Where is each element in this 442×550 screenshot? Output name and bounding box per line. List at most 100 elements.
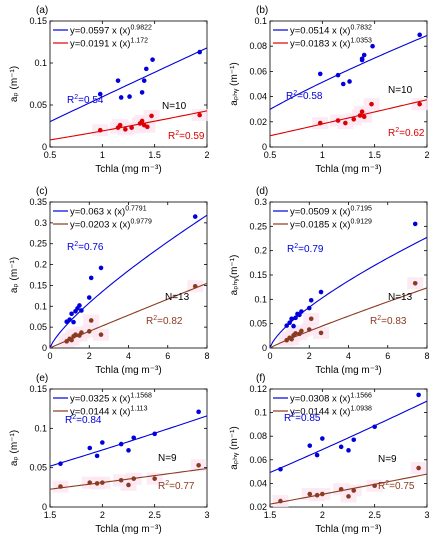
r2-superscript: 2 xyxy=(377,315,381,322)
r2-eq: = xyxy=(157,316,163,327)
y-axis-label: aₚₕᵧ(m⁻¹) xyxy=(229,255,240,296)
data-point-series-1 xyxy=(139,90,145,95)
x-tick-label: 1.5 xyxy=(368,150,381,160)
data-point-series-1 xyxy=(347,79,352,84)
x-tick-label: 1 xyxy=(100,150,105,160)
data-point-series-2 xyxy=(73,332,78,337)
y-tick-label: 0 xyxy=(42,343,47,353)
data-point-series-1 xyxy=(86,295,92,300)
n-count-label: N=13 xyxy=(388,292,413,303)
data-point-series-2 xyxy=(372,483,377,489)
r2-eq: = xyxy=(298,244,304,255)
r-squared-label: R2=0.79 xyxy=(287,243,324,255)
r2-superscript: 2 xyxy=(291,412,295,419)
y-tick-label: 0 xyxy=(262,343,267,353)
data-point-series-1 xyxy=(318,289,324,295)
y-tick-label: 0.12 xyxy=(249,384,267,394)
data-point-series-1 xyxy=(359,57,365,63)
data-point-series-2 xyxy=(359,109,365,115)
r2-eq: = xyxy=(381,316,387,327)
legend-equation-text: y=0.0144 x (x) xyxy=(290,407,350,418)
x-axis-label: Tchla (mg m⁻³) xyxy=(315,164,381,175)
x-tick-label: 2 xyxy=(320,510,325,520)
panel-a: 0.5 1 1.5 2 0 0.05 0.1 0.15 y=0.0597 x (x)0.9822… xyxy=(9,5,210,175)
data-point-series-1 xyxy=(143,66,149,72)
data-point-series-2 xyxy=(299,328,304,334)
legend-equation-text: y=0.0144 x (x) xyxy=(70,407,130,418)
r-squared-label: R2=0.75 xyxy=(378,480,415,492)
legend-equation-text: y=0.0308 x (x) xyxy=(290,394,350,405)
panel-c: 0 2 4 6 8 0 0.05 0.1 0.15 0.2 0.25 0.3 0.35 y=0.063 x… xyxy=(9,186,210,376)
legend-equation: y=0.0191 x (x)1.172 xyxy=(70,38,148,50)
panel-d: 0 2 4 6 8 0 0.05 0.1 0.15 0.2 0.25 0.3 y=0.0509 x (x… xyxy=(229,186,430,376)
data-point-series-1 xyxy=(284,323,289,328)
x-tick-label: 2 xyxy=(424,150,429,160)
data-point-series-1 xyxy=(308,298,314,303)
data-point-series-1 xyxy=(67,317,72,322)
fit-line-series-2 xyxy=(49,467,208,490)
r2-superscript: 2 xyxy=(72,414,76,421)
data-point-series-1 xyxy=(314,452,320,458)
data-point-series-1 xyxy=(118,441,124,447)
data-point-series-2 xyxy=(117,122,123,128)
data-point-series-2 xyxy=(100,480,105,485)
y-tick-label: 0.15 xyxy=(29,16,47,26)
data-point-series-1 xyxy=(335,72,341,78)
data-point-series-2 xyxy=(79,330,84,335)
legend-equation: y=0.0597 x (x)0.9822 xyxy=(70,25,152,37)
data-point-series-1 xyxy=(118,95,124,100)
data-point-series-2 xyxy=(197,112,202,118)
r2-value: 0.83 xyxy=(387,316,407,327)
y-tick-label: 0.3 xyxy=(34,218,47,228)
r2-prefix: R xyxy=(370,316,377,327)
legend-equation-text: y=0.0514 x (x) xyxy=(290,26,350,37)
data-point-series-1 xyxy=(69,311,74,317)
data-point-series-1 xyxy=(361,52,367,58)
r2-prefix: R xyxy=(388,128,395,139)
x-tick-label: 0 xyxy=(47,351,52,361)
x-tick-label: 2 xyxy=(87,351,92,361)
y-tick-label: 0.05 xyxy=(249,319,267,329)
data-point-series-2 xyxy=(317,120,323,126)
r-squared-label: R2=0.76 xyxy=(67,241,104,253)
data-point-series-1 xyxy=(152,431,157,437)
y-tick-label: 0.35 xyxy=(29,197,47,207)
legend-equation-text: y=0.0203 x (x) xyxy=(70,220,130,231)
data-point-series-1 xyxy=(412,221,418,227)
r2-prefix: R xyxy=(65,415,72,426)
r-squared-label: R2=0.58 xyxy=(286,90,323,102)
r2-value: 0.84 xyxy=(82,415,102,426)
fit-line-series-1 xyxy=(269,35,428,110)
data-point-series-1 xyxy=(126,448,131,453)
y-tick-label: 0.02 xyxy=(249,117,267,127)
data-point-series-2 xyxy=(361,114,367,120)
data-point-series-1 xyxy=(88,275,94,281)
data-point-series-2 xyxy=(416,465,421,471)
r2-eq: = xyxy=(169,481,175,492)
legend-equation: y=0.0203 x (x)0.9779 xyxy=(70,219,152,231)
y-tick-label: 0 xyxy=(42,502,47,512)
r2-superscript: 2 xyxy=(175,130,179,137)
data-point-series-2 xyxy=(318,330,324,336)
data-point-series-1 xyxy=(98,265,104,271)
x-axis-label: Tchla (mg m⁻³) xyxy=(315,524,381,535)
legend-exponent: 1.172 xyxy=(130,38,148,45)
y-tick-label: 0.3 xyxy=(254,197,267,207)
r2-value: 0.76 xyxy=(84,242,104,253)
data-point-series-1 xyxy=(287,320,292,325)
data-point-series-1 xyxy=(346,448,351,453)
r2-prefix: R xyxy=(158,481,165,492)
data-point-series-2 xyxy=(412,280,418,286)
data-point-series-2 xyxy=(139,118,145,124)
legend-equation: y=0.0514 x (x)0.7832 xyxy=(290,25,372,37)
data-point-series-1 xyxy=(100,440,105,445)
legend-equation: y=0.0509 x (x)0.7195 xyxy=(290,206,372,218)
y-axis-label: aₚ (m⁻¹) xyxy=(9,430,20,466)
data-point-series-2 xyxy=(88,318,94,323)
y-tick-label: 0.2 xyxy=(34,260,47,270)
r2-eq: = xyxy=(179,131,185,142)
y-tick-label: 0.25 xyxy=(29,239,47,249)
data-point-series-1 xyxy=(320,436,325,441)
data-point-series-2 xyxy=(351,116,357,122)
legend-equation: y=0.0183 x (x)1.0353 xyxy=(290,38,372,50)
